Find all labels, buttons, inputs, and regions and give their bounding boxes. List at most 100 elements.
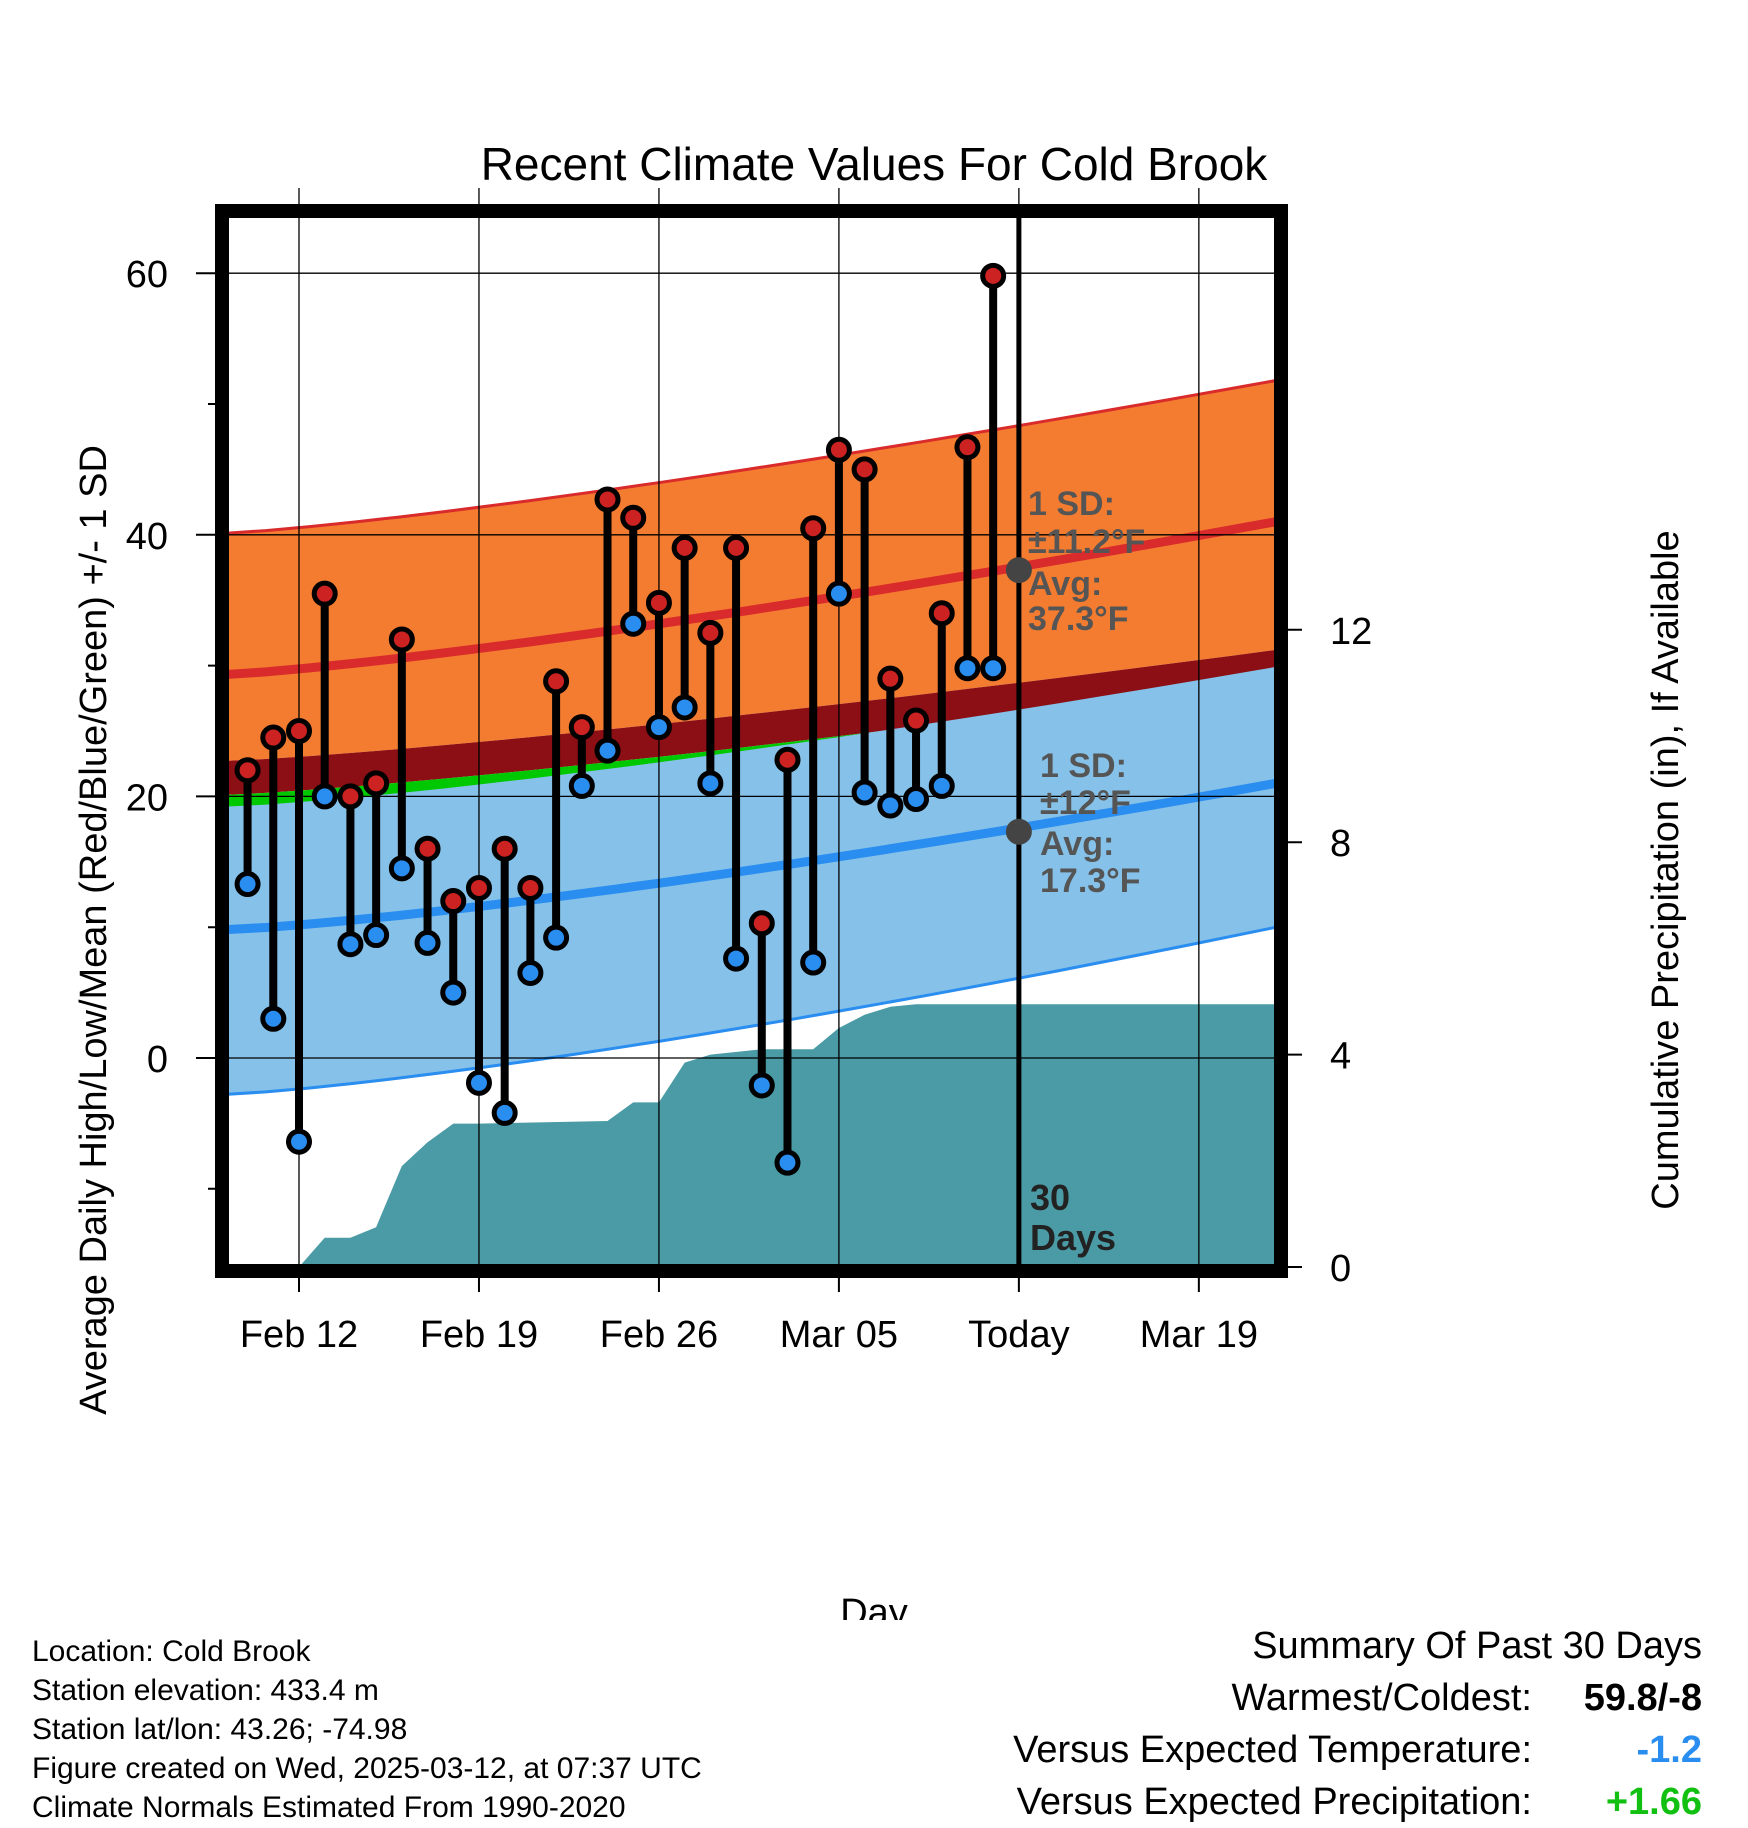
y-tick-label: 40 xyxy=(126,516,168,558)
obs-low-point xyxy=(491,1099,518,1126)
obs-high-point xyxy=(260,724,287,751)
x-tick-label: Today xyxy=(968,1314,1069,1356)
plot-frame xyxy=(215,204,1288,1278)
low-annot-line: 1 SD: xyxy=(1040,747,1127,785)
obs-low-point xyxy=(723,945,750,972)
obs-low-point xyxy=(286,1128,312,1155)
obs-low-point xyxy=(645,714,672,741)
x-tick-label: Feb 19 xyxy=(420,1314,538,1356)
summary-warmest-row: Warmest/Coldest: 59.8/-8 xyxy=(882,1672,1702,1724)
obs-high-point xyxy=(388,626,415,653)
obs-low-point xyxy=(543,924,570,951)
high-upper-line xyxy=(226,379,1277,535)
obs-high-point xyxy=(748,910,775,937)
obs-low-point xyxy=(748,1072,775,1099)
summary-precip-row: Versus Expected Precipitation: +1.66 xyxy=(882,1776,1702,1828)
x-axis-label: Day xyxy=(840,1592,908,1620)
climate-chart: Recent Climate Values For Cold Brook 1 S… xyxy=(73,138,1687,1620)
obs-low-point xyxy=(234,871,261,898)
obs-low-point xyxy=(980,655,1007,682)
summary-temp-row: Versus Expected Temperature: -1.2 xyxy=(882,1724,1702,1776)
low-lower-line xyxy=(226,925,1277,1096)
high-annot-line: 1 SD: xyxy=(1028,485,1115,523)
obs-low-point xyxy=(260,1005,287,1032)
low-annot-line: Avg: xyxy=(1040,825,1114,863)
obs-low-point xyxy=(363,922,390,949)
obs-low-point xyxy=(388,855,415,882)
obs-high-point xyxy=(980,262,1007,289)
y2-axis-label: Cumulative Precipitation (in), If Availa… xyxy=(1645,530,1687,1209)
low-annot-line: ±12°F xyxy=(1040,784,1131,822)
y2-tick-label: 0 xyxy=(1330,1248,1351,1290)
obs-low-point xyxy=(517,959,544,986)
y-tick-label: 0 xyxy=(147,1039,168,1081)
obs-high-point xyxy=(620,504,647,531)
obs-high-point xyxy=(671,534,698,561)
obs-low-point xyxy=(337,931,364,958)
precip-label: Versus Expected Precipitation: xyxy=(1016,1780,1532,1823)
station-info: Location: Cold Brook Station elevation: … xyxy=(32,1632,702,1827)
precip-value: +1.66 xyxy=(1605,1780,1702,1823)
days-count: 30 xyxy=(1030,1177,1070,1218)
obs-high-point xyxy=(234,757,261,784)
x-tick-label: Mar 05 xyxy=(780,1314,898,1356)
obs-low-point xyxy=(774,1149,801,1176)
obs-low-point xyxy=(620,610,647,637)
latlon-text: Station lat/lon: 43.26; -74.98 xyxy=(32,1713,408,1746)
x-tick-label: Feb 12 xyxy=(240,1314,358,1356)
obs-low-point xyxy=(594,737,621,764)
obs-high-point xyxy=(954,434,981,461)
y2-tick-label: 12 xyxy=(1330,611,1372,653)
today-high-avg-point xyxy=(1005,557,1032,584)
days-label: Days xyxy=(1030,1217,1116,1258)
plot-area xyxy=(226,379,1277,1267)
y2-tick-label: 8 xyxy=(1330,823,1351,865)
high-sd-band xyxy=(226,380,1276,761)
obs-low-point xyxy=(903,786,930,813)
obs-high-point xyxy=(645,589,672,616)
y2-tick-label: 4 xyxy=(1330,1036,1351,1078)
obs-high-point xyxy=(311,580,338,607)
y-tick-label: 60 xyxy=(126,254,168,296)
high-annot-line: 37.3°F xyxy=(1028,600,1129,638)
obs-low-point xyxy=(877,792,904,819)
obs-low-point xyxy=(671,694,698,721)
obs-high-point xyxy=(568,714,595,741)
obs-high-point xyxy=(286,718,312,744)
warmest-label: Warmest/Coldest: xyxy=(1231,1676,1532,1719)
chart-title: Recent Climate Values For Cold Brook xyxy=(481,138,1269,190)
created-text: Figure created on Wed, 2025-03-12, at 07… xyxy=(32,1752,702,1785)
high-annot-line: ±11.2°F xyxy=(1028,523,1145,561)
normals-text: Climate Normals Estimated From 1990-2020 xyxy=(32,1791,626,1824)
temp-value: -1.2 xyxy=(1636,1728,1702,1771)
obs-high-point xyxy=(877,665,904,692)
obs-low-point xyxy=(414,929,441,956)
obs-low-point xyxy=(800,949,827,976)
low-avg-line xyxy=(226,778,1277,935)
obs-high-point xyxy=(928,600,955,627)
x-tick-label: Mar 19 xyxy=(1140,1314,1258,1356)
obs-high-point xyxy=(697,619,724,646)
obs-high-point xyxy=(337,783,364,810)
obs-low-point xyxy=(928,772,955,799)
obs-high-point xyxy=(903,707,930,734)
obs-high-point xyxy=(825,436,852,463)
obs-low-point xyxy=(825,580,852,607)
obs-high-point xyxy=(414,835,441,862)
obs-low-point xyxy=(311,783,338,810)
summary-title: Summary Of Past 30 Days xyxy=(1252,1624,1702,1667)
obs-low-point xyxy=(465,1069,492,1096)
obs-low-point xyxy=(954,655,981,682)
obs-low-point xyxy=(440,979,467,1006)
obs-high-point xyxy=(517,874,544,901)
obs-high-point xyxy=(723,534,750,561)
obs-high-point xyxy=(363,770,390,797)
high-avg-line xyxy=(226,517,1277,680)
warmest-value: 59.8/-8 xyxy=(1583,1676,1702,1719)
obs-high-point xyxy=(774,746,801,773)
temp-label: Versus Expected Temperature: xyxy=(1013,1728,1532,1771)
y-tick-label: 20 xyxy=(126,777,168,819)
obs-high-point xyxy=(440,888,467,915)
low-sd-band xyxy=(226,666,1276,1095)
obs-low-point xyxy=(851,779,878,806)
